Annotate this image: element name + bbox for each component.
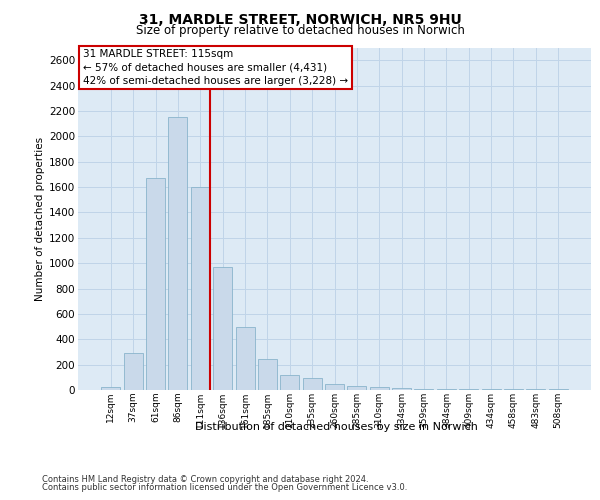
Y-axis label: Number of detached properties: Number of detached properties (35, 136, 45, 301)
Text: Distribution of detached houses by size in Norwich: Distribution of detached houses by size … (194, 422, 478, 432)
Bar (101, 387, 121, 390)
Bar (392, 388, 411, 390)
Bar (347, 386, 367, 390)
Bar (213, 267, 232, 390)
Bar (526, 389, 545, 390)
Text: 31 MARDLE STREET: 115sqm
← 57% of detached houses are smaller (4,431)
42% of sem: 31 MARDLE STREET: 115sqm ← 57% of detach… (83, 49, 348, 86)
Bar (191, 187, 210, 390)
Bar (258, 359, 277, 390)
Text: Contains public sector information licensed under the Open Government Licence v3: Contains public sector information licen… (42, 483, 407, 492)
Bar (169, 118, 187, 390)
Bar (459, 389, 478, 390)
Bar (236, 326, 254, 390)
Bar (280, 375, 299, 390)
Text: 31, MARDLE STREET, NORWICH, NR5 9HU: 31, MARDLE STREET, NORWICH, NR5 9HU (139, 12, 461, 26)
Bar (370, 388, 389, 390)
Bar (437, 388, 456, 390)
Text: Size of property relative to detached houses in Norwich: Size of property relative to detached ho… (136, 24, 464, 37)
Bar (325, 384, 344, 390)
Bar (415, 388, 433, 390)
Bar (124, 353, 143, 390)
Bar (302, 378, 322, 390)
Text: Contains HM Land Registry data © Crown copyright and database right 2024.: Contains HM Land Registry data © Crown c… (42, 475, 368, 484)
Bar (146, 178, 165, 390)
